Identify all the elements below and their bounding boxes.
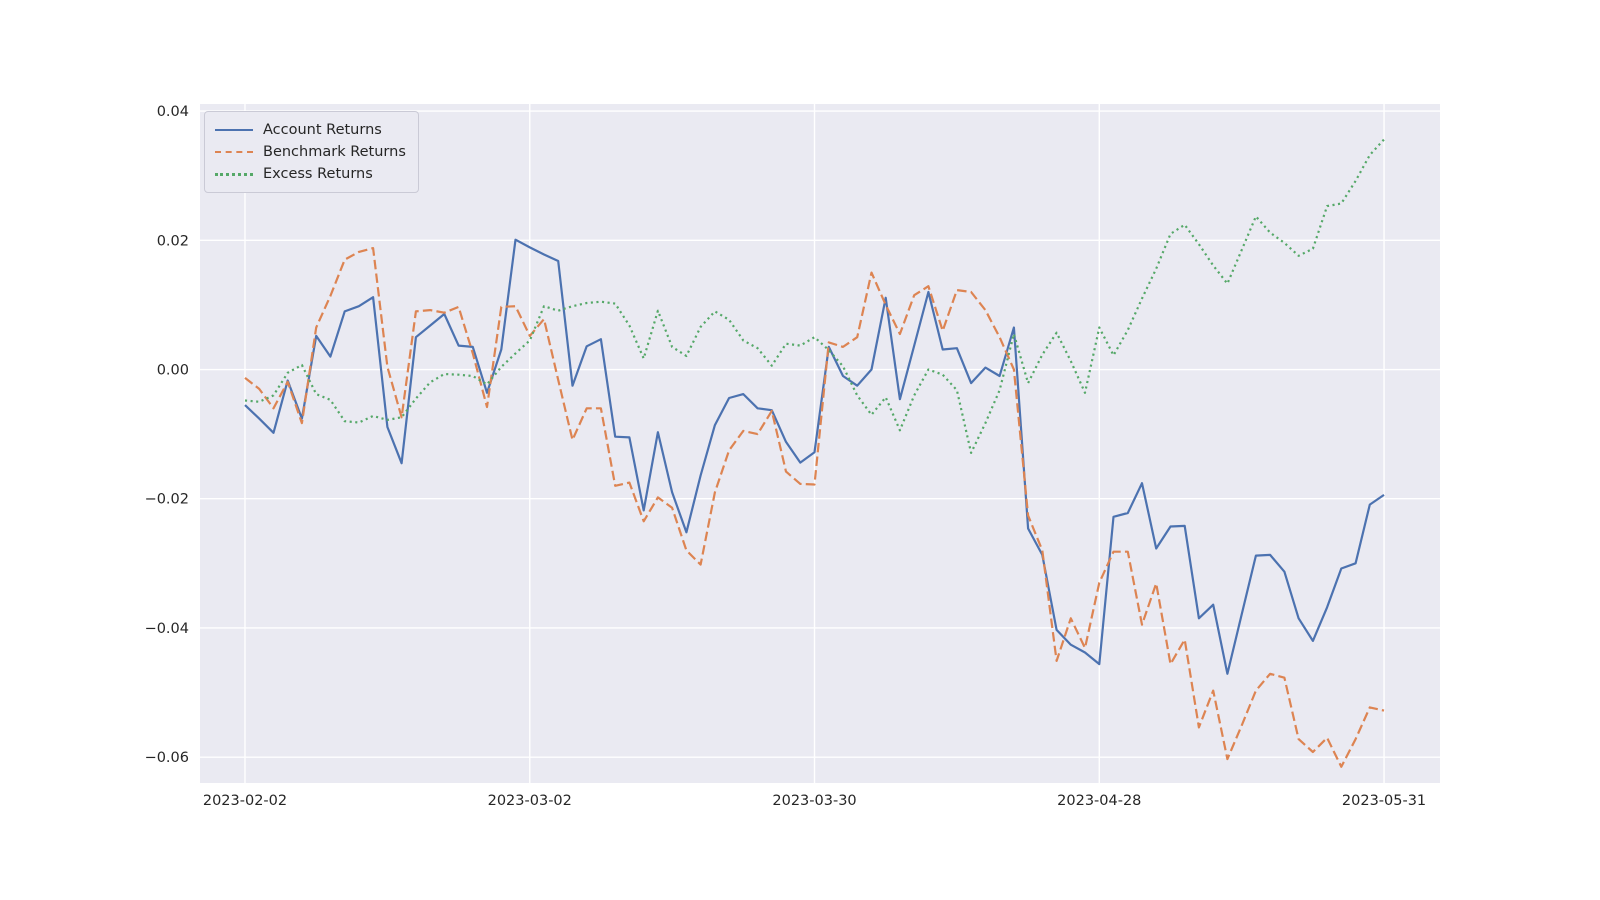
tick-label: −0.04 (145, 621, 189, 637)
tick-label: 2023-03-02 (488, 793, 572, 809)
legend-item-excess-returns: Excess Returns (215, 163, 406, 185)
legend-line-sample-dotted (215, 172, 253, 176)
plot-area (200, 104, 1440, 783)
gridlines (200, 104, 1440, 783)
tick-label: 0.00 (157, 363, 189, 379)
tick-label: −0.06 (145, 750, 189, 766)
tick-label: 2023-03-30 (772, 793, 856, 809)
tick-label: 2023-04-28 (1057, 793, 1141, 809)
tick-label: 0.02 (157, 233, 189, 249)
y-axis-tick-labels: 0.04 0.02 0.00 −0.02 −0.04 −0.06 (145, 104, 189, 766)
legend-label: Account Returns (263, 122, 382, 138)
series-lines (244, 138, 1385, 768)
legend-line-sample-dashed (215, 151, 253, 153)
series-line-benchmark-returns (244, 247, 1385, 768)
legend-line-sample-solid (215, 129, 253, 131)
legend: Account Returns Benchmark Returns Excess… (204, 111, 419, 193)
legend-item-benchmark-returns: Benchmark Returns (215, 141, 406, 163)
series-line-account-returns (244, 238, 1385, 675)
legend-label: Benchmark Returns (263, 144, 406, 160)
tick-label: 2023-02-02 (203, 793, 287, 809)
legend-item-account-returns: Account Returns (215, 119, 406, 141)
x-axis-tick-labels: 2023-02-02 2023-03-02 2023-03-30 2023-04-28… (203, 793, 1426, 809)
tick-label: −0.02 (145, 492, 189, 508)
tick-label: 2023-05-31 (1342, 793, 1426, 809)
legend-label: Excess Returns (263, 166, 373, 182)
tick-label: 0.04 (157, 104, 189, 120)
